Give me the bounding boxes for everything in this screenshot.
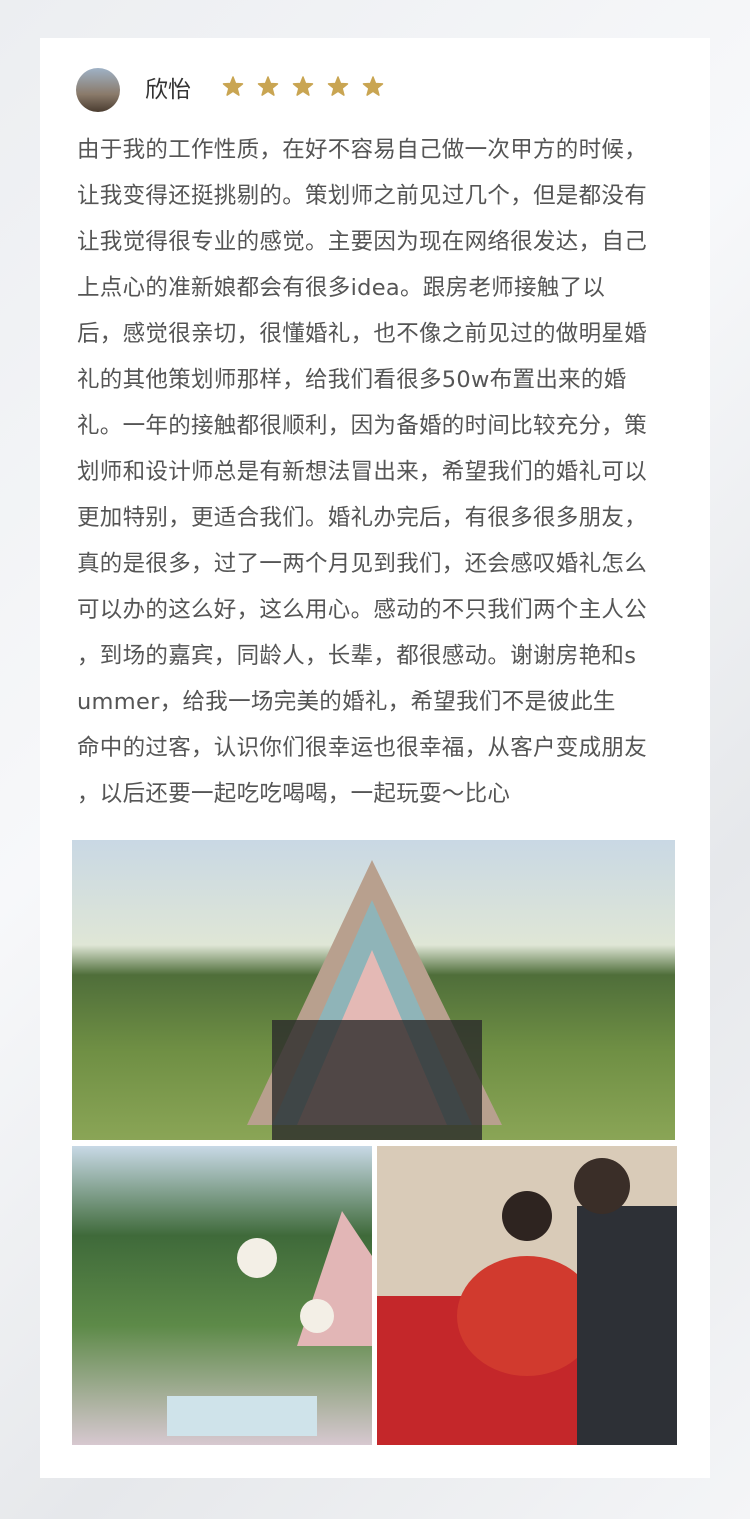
- star: [257, 76, 279, 96]
- review-line: 命中的过客，认识你们很幸运也很幸福，从客户变成朋友: [77, 735, 648, 761]
- star: [222, 76, 244, 96]
- photo: [377, 1146, 677, 1445]
- photo: [72, 840, 675, 1140]
- star: [327, 76, 349, 96]
- review-line: 划师和设计师总是有新想法冒出来，希望我们的婚礼可以: [77, 459, 648, 485]
- review-line: ummer，给我一场完美的婚礼，希望我们不是彼此生: [77, 689, 616, 715]
- review-line: 真的是很多，过了一两个月见到我们，还会感叹婚礼怎么: [77, 551, 648, 577]
- star: [292, 76, 314, 96]
- star: [362, 76, 384, 96]
- review-card: 欣怡 由于我的工作性质，在好不容易自己做一次甲方的时候， 让我变得还挺挑剔的。策划…: [40, 38, 710, 1478]
- review-line: ，到场的嘉宾，同龄人，长辈，都很感动。谢谢房艳和s: [77, 643, 637, 669]
- reviewer-name: 欣怡: [145, 77, 191, 103]
- review-line: 后，感觉很亲切，很懂婚礼，也不像之前见过的做明星婚: [77, 321, 648, 347]
- review-line: 上点心的准新娘都会有很多idea。跟房老师接触了以: [77, 275, 606, 301]
- avatar: [76, 68, 120, 112]
- review-line: 可以办的这么好，这么用心。感动的不只我们两个主人公: [77, 597, 648, 623]
- review-line: 让我觉得很专业的感觉。主要因为现在网络很发达，自己: [77, 229, 648, 255]
- review-line: 由于我的工作性质，在好不容易自己做一次甲方的时候，: [77, 137, 648, 163]
- review-line: 礼。一年的接触都很顺利，因为备婚的时间比较充分，策: [77, 413, 648, 439]
- review-line: 让我变得还挺挑剔的。策划师之前见过几个，但是都没有: [77, 183, 648, 209]
- rating-stars: [222, 76, 384, 96]
- review-line: 礼的其他策划师那样，给我们看很多50w布置出来的婚: [77, 367, 627, 393]
- review-line: 更加特别，更适合我们。婚礼办完后，有很多很多朋友，: [77, 505, 648, 531]
- review-line: ，以后还要一起吃吃喝喝，一起玩耍～比心: [77, 781, 511, 807]
- photo: [72, 1146, 372, 1445]
